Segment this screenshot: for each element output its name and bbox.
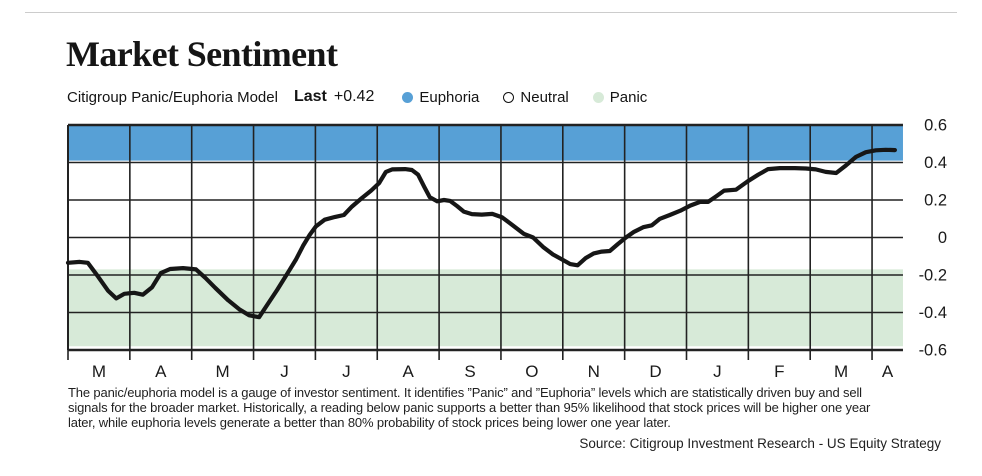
x-tick-label: M: [92, 362, 106, 381]
legend-item-neutral: Neutral: [503, 88, 569, 106]
x-tick-label: J: [713, 362, 722, 381]
euphoria-dot-icon: [402, 91, 414, 103]
x-tick-label: F: [774, 362, 784, 381]
legend-item-euphoria: Euphoria: [402, 89, 479, 106]
x-tick-label: D: [649, 362, 661, 381]
last-value: +0.42: [333, 88, 375, 105]
y-tick-label: -0.6: [919, 342, 947, 360]
x-tick-label: A: [882, 362, 894, 381]
top-divider: [25, 12, 957, 13]
y-tick-label: 0.4: [924, 154, 947, 172]
last-label: Last: [293, 88, 327, 105]
x-tick-label: M: [216, 362, 230, 381]
y-tick-label: -0.2: [919, 267, 947, 285]
y-tick-label: 0.6: [924, 117, 947, 135]
x-tick-label: A: [155, 362, 167, 381]
chart-subtitle-row: Citigroup Panic/Euphoria Model Last +0.4…: [67, 88, 647, 106]
x-tick-label: M: [834, 362, 848, 381]
x-tick-label: A: [403, 362, 415, 381]
source-credit: Source: Citigroup Investment Research - …: [579, 436, 941, 451]
chart-subtitle: Citigroup Panic/Euphoria Model: [67, 88, 278, 106]
chart-legend: Euphoria Neutral Panic: [402, 89, 647, 106]
legend-label-neutral: Neutral: [520, 88, 569, 106]
panic-band: [68, 269, 903, 347]
legend-item-panic: Panic: [592, 88, 648, 106]
x-tick-label: N: [588, 362, 600, 381]
legend-label-euphoria: Euphoria: [419, 88, 480, 106]
sentiment-line: [65, 147, 898, 320]
x-tick-label: O: [525, 362, 538, 381]
y-tick-label: 0.2: [924, 192, 947, 210]
euphoria-band: [68, 125, 903, 161]
y-tick-label: 0: [938, 229, 947, 247]
x-tick-label: S: [464, 362, 475, 381]
page-title: Market Sentiment: [66, 34, 338, 74]
panic-dot-icon: [592, 91, 604, 103]
neutral-circle-icon: [503, 91, 515, 103]
x-tick-label: J: [342, 362, 351, 381]
chart-footnote: The panic/euphoria model is a gauge of i…: [68, 385, 871, 430]
x-tick-label: J: [280, 362, 289, 381]
y-tick-label: -0.4: [919, 304, 947, 322]
legend-label-panic: Panic: [609, 88, 648, 106]
